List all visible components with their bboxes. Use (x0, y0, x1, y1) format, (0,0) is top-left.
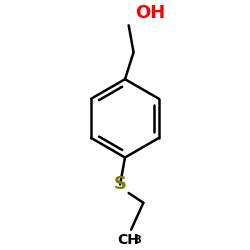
Text: S: S (114, 176, 126, 194)
Text: OH: OH (135, 4, 165, 22)
Text: 3: 3 (134, 234, 141, 244)
Text: CH: CH (118, 233, 140, 247)
